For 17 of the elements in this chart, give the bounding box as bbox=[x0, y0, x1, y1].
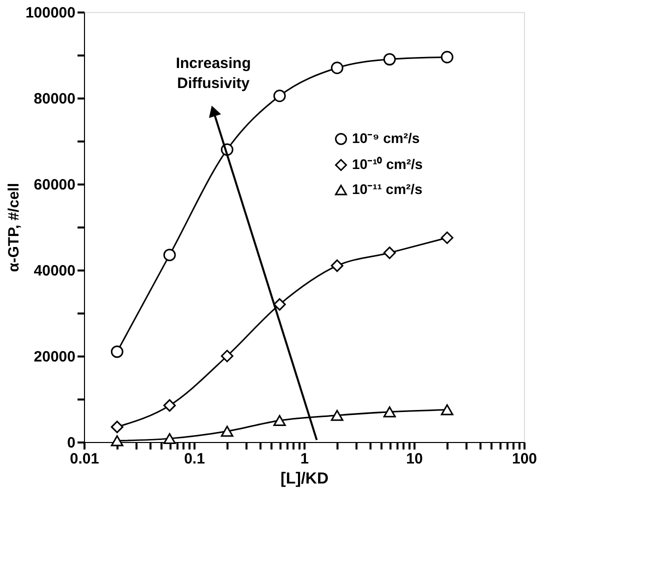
y-tick-label: 60000 bbox=[34, 176, 76, 194]
annotation: Increasing Diffusivity bbox=[176, 54, 251, 92]
y-tick-label: 0 bbox=[67, 434, 76, 452]
legend-label: 10⁻¹¹ cm²/s bbox=[352, 181, 423, 197]
y-tick-label: 100000 bbox=[25, 4, 76, 22]
y-tick-label: 80000 bbox=[34, 90, 76, 108]
x-tick-label: 0.01 bbox=[70, 450, 100, 468]
y-tick-label: 40000 bbox=[34, 262, 76, 280]
x-tick-label: 1 bbox=[300, 450, 309, 468]
legend-label: 10⁻¹⁰ cm²/s bbox=[352, 156, 423, 172]
legend-label: 10⁻⁹ cm²/s bbox=[352, 130, 420, 146]
x-tick-label: 100 bbox=[512, 450, 538, 468]
y-axis-title: α-GTP, #/cell bbox=[5, 183, 22, 272]
x-tick-label: 10 bbox=[406, 450, 423, 468]
x-axis-title: [L]/KD bbox=[280, 470, 328, 488]
x-tick-label: 0.1 bbox=[184, 450, 205, 468]
y-tick-label: 20000 bbox=[34, 348, 76, 366]
